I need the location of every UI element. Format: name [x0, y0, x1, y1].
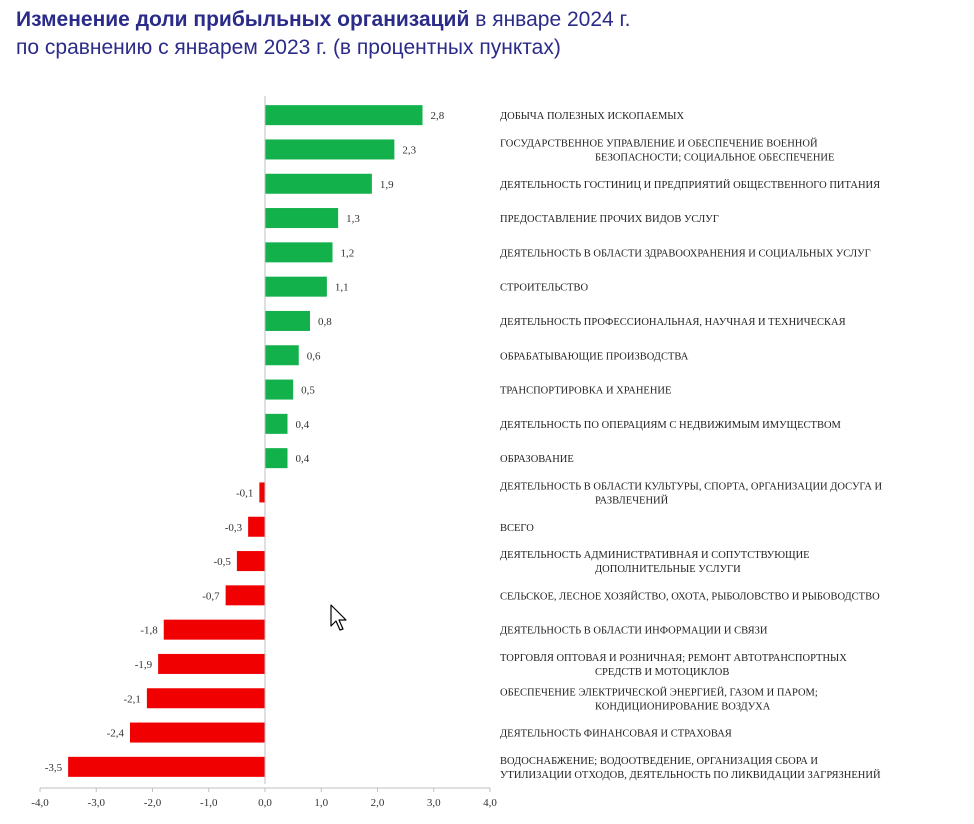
- bar-12: [248, 516, 265, 537]
- bar-8: [265, 379, 294, 400]
- category-label-19: ВОДОСНАБЖЕНИЕ; ВОДООТВЕДЕНИЕ, ОРГАНИЗАЦИ…: [500, 756, 881, 781]
- value-label-8: 0,5: [301, 385, 315, 397]
- mouse-cursor-icon: [330, 604, 347, 631]
- value-label-9: 0,4: [296, 419, 310, 431]
- category-label-12: ВСЕГО: [500, 523, 534, 534]
- bar-0: [265, 105, 423, 126]
- category-label-10: ОБРАЗОВАНИЕ: [500, 454, 574, 465]
- bar-18: [130, 722, 265, 743]
- category-label-17: ОБЕСПЕЧЕНИЕ ЭЛЕКТРИЧЕСКОЙ ЭНЕРГИЕЙ, ГАЗО…: [500, 686, 818, 712]
- value-label-10: 0,4: [296, 453, 310, 465]
- category-label-11: ДЕЯТЕЛЬНОСТЬ В ОБЛАСТИ КУЛЬТУРЫ, СПОРТА,…: [500, 481, 883, 506]
- chart-title: Изменение доли прибыльных организаций в …: [16, 6, 916, 62]
- category-label-4: ДЕЯТЕЛЬНОСТЬ В ОБЛАСТИ ЗДРАВООХРАНЕНИЯ И…: [500, 248, 871, 259]
- category-label-0: ДОБЫЧА ПОЛЕЗНЫХ ИСКОПАЕМЫХ: [500, 111, 684, 122]
- bar-4: [265, 242, 333, 263]
- value-label-7: 0,6: [307, 350, 321, 362]
- x-tick-label-1: -3,0: [88, 797, 106, 809]
- category-label-9: ДЕЯТЕЛЬНОСТЬ ПО ОПЕРАЦИЯМ С НЕДВИЖИМЫМ И…: [500, 420, 842, 431]
- category-label-6: ДЕЯТЕЛЬНОСТЬ ПРОФЕССИОНАЛЬНАЯ, НАУЧНАЯ И…: [500, 317, 846, 328]
- bar-1: [265, 139, 395, 160]
- x-tick-label-6: 2,0: [371, 797, 385, 809]
- bar-6: [265, 310, 310, 331]
- bar-2: [265, 173, 372, 194]
- category-label-14: СЕЛЬСКОЕ, ЛЕСНОЕ ХОЗЯЙСТВО, ОХОТА, РЫБОЛ…: [500, 590, 880, 602]
- chart-title-bold: Изменение доли прибыльных организаций: [16, 8, 470, 31]
- bar-9: [265, 413, 288, 434]
- x-tick-label-4: 0,0: [258, 797, 272, 809]
- bar-10: [265, 448, 288, 469]
- x-tick-label-8: 4,0: [483, 797, 497, 809]
- bar-14: [225, 585, 265, 606]
- value-label-15: -1,8: [140, 625, 158, 637]
- value-label-11: -0,1: [236, 487, 253, 499]
- x-tick-label-2: -2,0: [144, 797, 162, 809]
- value-label-5: 1,1: [335, 282, 349, 294]
- category-label-5: СТРОИТЕЛЬСТВО: [500, 283, 589, 294]
- chart-title-rest: в январе 2024 г.: [469, 8, 631, 31]
- x-tick-label-5: 1,0: [314, 797, 328, 809]
- value-label-19: -3,5: [45, 762, 63, 774]
- value-label-1: 2,3: [402, 144, 416, 156]
- category-label-8: ТРАНСПОРТИРОВКА И ХРАНЕНИЕ: [500, 386, 671, 397]
- bar-7: [265, 345, 299, 366]
- value-label-14: -0,7: [202, 590, 220, 602]
- value-label-0: 2,8: [431, 110, 445, 122]
- value-label-3: 1,3: [346, 213, 360, 225]
- value-label-6: 0,8: [318, 316, 332, 328]
- category-label-3: ПРЕДОСТАВЛЕНИЕ ПРОЧИХ ВИДОВ УСЛУГ: [500, 214, 719, 225]
- bar-17: [146, 688, 265, 709]
- x-tick-label-3: -1,0: [200, 797, 218, 809]
- chart-subtitle: по сравнению с январем 2023 г. (в процен…: [16, 36, 561, 59]
- value-label-16: -1,9: [135, 659, 153, 671]
- bar-16: [158, 653, 265, 674]
- bar-19: [68, 756, 265, 777]
- value-label-12: -0,3: [225, 522, 243, 534]
- category-label-15: ДЕЯТЕЛЬНОСТЬ В ОБЛАСТИ ИНФОРМАЦИИ И СВЯЗ…: [500, 626, 768, 637]
- x-tick-label-0: -4,0: [31, 797, 49, 809]
- value-label-4: 1,2: [341, 247, 355, 259]
- category-label-13: ДЕЯТЕЛЬНОСТЬ АДМИНИСТРАТИВНАЯ И СОПУТСТВ…: [500, 550, 810, 575]
- bar-13: [236, 551, 265, 572]
- category-label-18: ДЕЯТЕЛЬНОСТЬ ФИНАНСОВАЯ И СТРАХОВАЯ: [500, 729, 732, 740]
- category-label-1: ГОСУДАРСТВЕННОЕ УПРАВЛЕНИЕ И ОБЕСПЕЧЕНИЕ…: [500, 137, 834, 163]
- value-label-2: 1,9: [380, 179, 394, 191]
- value-label-13: -0,5: [213, 556, 231, 568]
- value-label-17: -2,1: [123, 693, 140, 705]
- bar-3: [265, 208, 339, 229]
- category-label-2: ДЕЯТЕЛЬНОСТЬ ГОСТИНИЦ И ПРЕДПРИЯТИЙ ОБЩЕ…: [500, 179, 880, 191]
- bar-15: [163, 619, 265, 640]
- category-label-16: ТОРГОВЛЯ ОПТОВАЯ И РОЗНИЧНАЯ; РЕМОНТ АВТ…: [500, 653, 847, 678]
- x-tick-label-7: 3,0: [427, 797, 441, 809]
- value-label-18: -2,4: [107, 728, 125, 740]
- bar-5: [265, 276, 327, 297]
- bar-11: [259, 482, 265, 503]
- category-label-7: ОБРАБАТЫВАЮЩИЕ ПРОИЗВОДСТВА: [500, 351, 689, 362]
